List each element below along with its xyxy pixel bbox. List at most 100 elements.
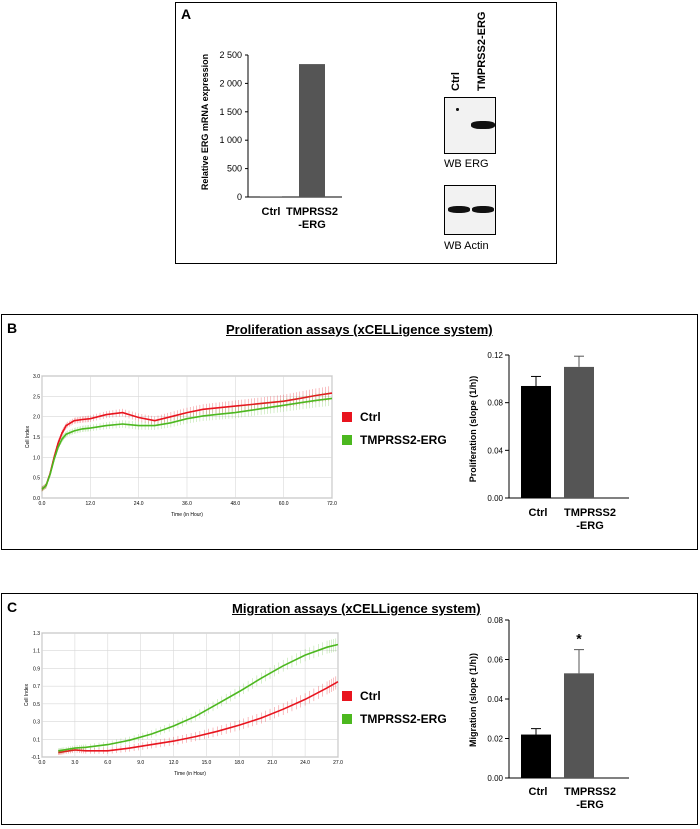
curve-x-tick-label: 27.0 (333, 760, 343, 766)
curve-y-tick-label: 1.0 (33, 455, 40, 461)
curve-y-tick-label: 0.3 (33, 720, 40, 726)
curve-ylabel: Cell Index (24, 683, 30, 706)
actin-band-ctrl (448, 206, 470, 213)
mrna-bar-chart: Relative ERG mRNA expression 0 500 1 000 1 … (200, 50, 342, 231)
lane-label-erg: TMPRSS2-ERG (476, 11, 488, 91)
mrna-tick-label: 500 (227, 164, 242, 174)
bar-tick-label: 0.04 (487, 446, 503, 455)
mrna-tick-label: 1 500 (219, 107, 242, 117)
curve-x-tick-label: 36.0 (182, 501, 192, 507)
curve-y-tick-label: 1.3 (33, 631, 40, 637)
curve-line-erg (58, 643, 339, 752)
proliferation-bar-chart: 0.00 0.04 0.08 0.12 Proliferation (slope (1… (468, 351, 629, 532)
curve-series (41, 386, 333, 492)
bar-ticks: 0.00 0.04 0.08 0.12 (487, 351, 509, 503)
curve-x-tick-label: 0.0 (39, 501, 46, 507)
bar-cat-erg-line1: TMPRSS2 (564, 786, 616, 798)
legend-ctrl-label: Ctrl (360, 410, 381, 424)
bar-marks: * (521, 631, 594, 778)
curve-line-ctrl (58, 681, 339, 754)
curve-ticks: 0.0 12.0 24.0 36.0 48.0 60.0 72.0 0.0 0.5 1.0 1.5 2… (33, 374, 337, 507)
bar-tick-label: 0.02 (487, 735, 503, 744)
legend-erg-label: TMPRSS2-ERG (360, 433, 447, 447)
wb-erg-blot (444, 97, 496, 154)
bar-cat-ctrl: Ctrl (529, 786, 548, 798)
curve-y-tick-label: 0.1 (33, 737, 40, 743)
curve-xlabel: Time (in Hour) (171, 512, 203, 518)
bar-cat-erg-line1: TMPRSS2 (564, 507, 616, 519)
curve-series (58, 638, 339, 756)
bar-tick-label: 0.00 (487, 774, 503, 783)
curve-y-tick-label: -0.1 (31, 755, 40, 761)
erg-band (471, 121, 495, 129)
bar-erg (564, 673, 594, 778)
curve-x-tick-label: 9.0 (137, 760, 144, 766)
curve-x-tick-label: 60.0 (279, 501, 289, 507)
curve-line-erg (41, 397, 333, 490)
curve-y-tick-label: 0.5 (33, 702, 40, 708)
bar-tick-label: 0.12 (487, 351, 503, 360)
migration-curve-chart: 0.0 3.0 6.0 9.0 12.0 15.0 18.0 21.0 24.0 27.0 -0.1… (24, 631, 343, 777)
curve-y-tick-label: 0.9 (33, 666, 40, 672)
curve-x-tick-label: 6.0 (104, 760, 111, 766)
curve-ticks: 0.0 3.0 6.0 9.0 12.0 15.0 18.0 21.0 24.0 27.0 -0.1… (31, 631, 343, 766)
curve-x-tick-label: 18.0 (234, 760, 244, 766)
curve-x-tick-label: 12.0 (169, 760, 179, 766)
curve-line-ctrl (41, 392, 333, 490)
mrna-tick-label: 2 000 (219, 78, 242, 88)
bar-tick-label: 0.04 (487, 695, 503, 704)
mrna-cat-erg-line1: TMPRSS2 (286, 206, 338, 218)
bar-tick-label: 0.06 (487, 656, 503, 665)
significance-marker: * (576, 631, 582, 647)
mrna-ylabel: Relative ERG mRNA expression (200, 54, 210, 190)
curve-x-tick-label: 0.0 (39, 760, 46, 766)
curve-y-tick-label: 0.7 (33, 684, 40, 690)
panel-b-letter: B (7, 320, 18, 336)
mrna-bar-erg (299, 64, 325, 197)
curve-y-tick-label: 3.0 (33, 374, 40, 380)
mrna-tick-label: 2 500 (219, 50, 242, 60)
panel-c: C Migration assays (xCELLigence system) … (1, 593, 698, 825)
mrna-ticks: 0 500 1 000 1 500 2 000 2 500 (219, 50, 248, 202)
curve-x-tick-label: 24.0 (134, 501, 144, 507)
curve-ylabel: Cell Index (25, 425, 31, 448)
legend-erg-label: TMPRSS2-ERG (360, 712, 447, 726)
migration-bar-chart: 0.00 0.02 0.04 0.06 0.08 * Migration (slope … (468, 616, 629, 811)
wb-erg-label: WB ERG (444, 158, 489, 170)
curve-x-tick-label: 3.0 (71, 760, 78, 766)
legend-ctrl-label: Ctrl (360, 689, 381, 703)
bar-cat-erg-line2: -ERG (576, 520, 604, 532)
curve-x-tick-label: 12.0 (85, 501, 95, 507)
curve-x-tick-label: 24.0 (300, 760, 310, 766)
bar-ticks: 0.00 0.02 0.04 0.06 0.08 (487, 616, 509, 783)
curve-y-tick-label: 0.5 (33, 476, 40, 482)
wb-actin-label: WB Actin (444, 240, 489, 252)
curve-x-tick-label: 21.0 (267, 760, 277, 766)
legend-ctrl-swatch (342, 691, 352, 701)
panel-a: A Relative ERG mRNA expression 0 500 1 000… (175, 2, 557, 264)
mrna-cat-ctrl: Ctrl (262, 206, 281, 218)
panel-a-letter: A (181, 6, 192, 22)
bar-cat-ctrl: Ctrl (529, 507, 548, 519)
lane-label-ctrl: Ctrl (450, 72, 462, 91)
mrna-bar-ctrl (260, 196, 282, 197)
curve-x-tick-label: 48.0 (230, 501, 240, 507)
legend-erg-swatch (342, 435, 352, 445)
bar-ctrl (521, 385, 551, 498)
mrna-tick-label: 0 (237, 192, 242, 202)
mrna-tick-label: 1 000 (219, 135, 242, 145)
curve-x-tick-label: 72.0 (327, 501, 337, 507)
bar-marks (521, 355, 594, 498)
curve-y-tick-label: 1.1 (33, 649, 40, 655)
bar-cat-erg-line2: -ERG (576, 799, 604, 811)
curve-y-tick-label: 2.5 (33, 394, 40, 400)
wb-actin-blot (444, 185, 496, 235)
mrna-cat-erg-line2: -ERG (298, 219, 326, 231)
bar-ctrl (521, 734, 551, 778)
proliferation-curve-chart: 0.0 12.0 24.0 36.0 48.0 60.0 72.0 0.0 0.5 1.0 1.5 2… (25, 374, 337, 518)
curve-y-tick-label: 1.5 (33, 435, 40, 441)
bar-tick-label: 0.08 (487, 399, 503, 408)
legend-erg-swatch (342, 714, 352, 724)
curve-xlabel: Time (in Hour) (174, 771, 206, 777)
legend-ctrl-swatch (342, 412, 352, 422)
